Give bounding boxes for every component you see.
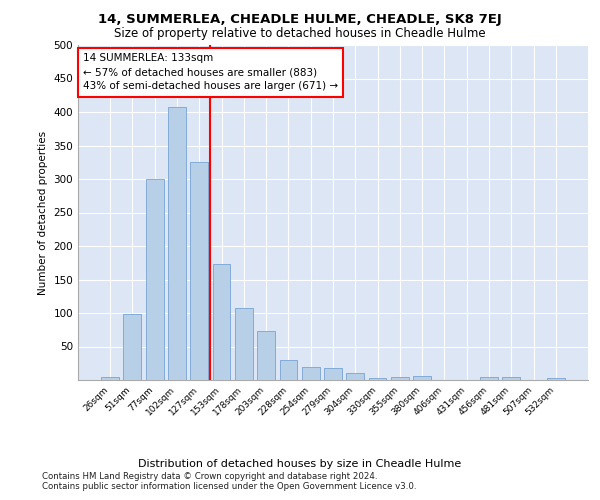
Bar [235, 308, 253, 380]
Bar [212, 264, 230, 380]
Text: Contains public sector information licensed under the Open Government Licence v3: Contains public sector information licen… [42, 482, 416, 491]
Bar [391, 376, 409, 380]
Bar [502, 376, 520, 380]
Bar [257, 331, 275, 380]
Bar [480, 376, 498, 380]
Bar [101, 376, 119, 380]
Text: 14, SUMMERLEA, CHEADLE HULME, CHEADLE, SK8 7EJ: 14, SUMMERLEA, CHEADLE HULME, CHEADLE, S… [98, 12, 502, 26]
Bar [368, 378, 386, 380]
Text: Distribution of detached houses by size in Cheadle Hulme: Distribution of detached houses by size … [139, 459, 461, 469]
Text: Contains HM Land Registry data © Crown copyright and database right 2024.: Contains HM Land Registry data © Crown c… [42, 472, 377, 481]
Y-axis label: Number of detached properties: Number of detached properties [38, 130, 48, 294]
Bar [346, 374, 364, 380]
Bar [302, 366, 320, 380]
Bar [547, 378, 565, 380]
Bar [190, 162, 208, 380]
Bar [124, 314, 142, 380]
Bar [413, 376, 431, 380]
Text: Size of property relative to detached houses in Cheadle Hulme: Size of property relative to detached ho… [114, 28, 486, 40]
Bar [280, 360, 298, 380]
Bar [146, 179, 164, 380]
Bar [168, 106, 186, 380]
Text: 14 SUMMERLEA: 133sqm
← 57% of detached houses are smaller (883)
43% of semi-deta: 14 SUMMERLEA: 133sqm ← 57% of detached h… [83, 54, 338, 92]
Bar [324, 368, 342, 380]
